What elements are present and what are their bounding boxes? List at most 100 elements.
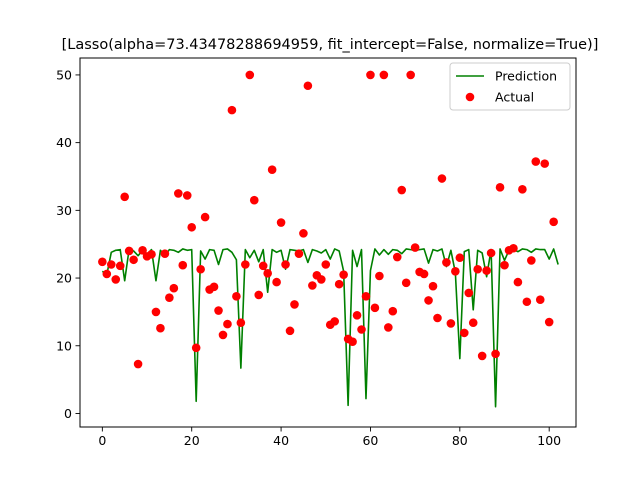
actual-point — [218, 330, 228, 340]
actual-point — [410, 243, 420, 252]
actual-point — [513, 277, 523, 287]
actual-point — [227, 105, 237, 115]
actual-point — [518, 185, 527, 194]
actual-point — [428, 281, 438, 291]
actual-point — [352, 310, 362, 320]
y-tick-label: 40 — [56, 135, 72, 150]
actual-point — [442, 258, 451, 267]
actual-point — [330, 317, 340, 326]
actual-point — [120, 192, 129, 202]
actual-point — [348, 337, 357, 346]
actual-point — [477, 351, 487, 361]
y-tick-label: 0 — [64, 406, 72, 421]
actual-point — [276, 218, 286, 227]
actual-point — [249, 195, 259, 205]
actual-point — [254, 290, 264, 300]
x-axis: 0 20 40 60 80 100 — [98, 427, 561, 448]
x-tick-label: 0 — [98, 433, 106, 448]
actual-point — [549, 217, 558, 227]
legend-box — [449, 62, 571, 111]
actual-point — [522, 297, 532, 307]
actual-point — [464, 288, 474, 298]
actual-point — [263, 269, 272, 278]
chart-marks — [98, 70, 559, 408]
actual-point — [540, 159, 550, 168]
actual-point — [392, 252, 402, 262]
y-tick-label: 20 — [56, 271, 72, 286]
actual-point — [486, 248, 496, 258]
legend-swatch-actual — [465, 92, 475, 102]
actual-point — [509, 243, 518, 253]
actual-point — [138, 245, 147, 255]
actual-point — [379, 70, 389, 80]
axes-frame — [79, 57, 577, 428]
actual-point — [473, 264, 482, 274]
x-tick-label: 80 — [452, 433, 468, 448]
actual-point — [160, 249, 170, 258]
y-tick-label: 50 — [56, 67, 72, 82]
actual-point — [267, 165, 277, 175]
actual-point — [178, 260, 188, 270]
actual-point — [491, 349, 500, 359]
actual-point — [156, 323, 165, 333]
actual-point — [196, 264, 205, 274]
chart-title: [Lasso(alpha=73.43478288694959, fit_inte… — [62, 37, 599, 53]
actual-point — [406, 70, 415, 80]
x-tick-label: 100 — [537, 433, 561, 448]
y-tick-label: 10 — [56, 338, 72, 353]
actual-point — [339, 270, 348, 279]
actual-point — [401, 278, 411, 288]
actual-point — [285, 326, 295, 336]
actual-point — [182, 191, 192, 200]
actual-point — [106, 260, 116, 269]
actual-point — [424, 296, 433, 305]
actual-point — [209, 282, 219, 292]
actual-point — [531, 157, 541, 166]
actual-point — [147, 250, 156, 259]
actual-point — [294, 249, 304, 258]
actual-point — [223, 319, 232, 329]
y-axis: 0 10 20 30 40 50 — [56, 67, 80, 421]
actual-point — [370, 303, 380, 313]
actual-point — [419, 269, 429, 279]
actual-point — [124, 246, 134, 256]
actual-point — [151, 307, 161, 317]
x-tick-label: 20 — [184, 433, 200, 448]
actual-point — [258, 261, 268, 271]
x-tick-label: 40 — [273, 433, 289, 448]
actual-point — [133, 359, 143, 369]
actual-point — [500, 260, 509, 270]
actual-point — [482, 266, 491, 275]
actual-point — [455, 253, 465, 263]
actual-point — [102, 269, 112, 279]
actual-point — [191, 343, 201, 353]
actual-point — [214, 306, 223, 315]
actual-point — [115, 261, 125, 271]
actual-point — [384, 323, 393, 332]
actual-point — [375, 271, 384, 281]
actual-point — [388, 306, 398, 316]
actual-point — [245, 70, 255, 80]
actual-point — [111, 275, 121, 284]
actual-point — [446, 319, 456, 328]
actual-point — [187, 222, 197, 232]
actual-point — [272, 277, 281, 287]
actual-point — [308, 281, 317, 290]
legend-label-prediction: Prediction — [495, 69, 557, 84]
actual-point — [468, 318, 478, 328]
actual-point — [174, 189, 183, 198]
actual-point — [334, 279, 344, 289]
actual-point — [299, 229, 308, 238]
actual-point — [366, 70, 375, 80]
actual-point — [129, 255, 138, 265]
actual-point — [241, 260, 250, 269]
actual-point — [495, 183, 505, 192]
actual-point — [544, 317, 554, 327]
actual-point — [317, 275, 326, 284]
actual-point — [527, 256, 536, 265]
actual-point — [281, 260, 290, 269]
actual-point — [290, 300, 299, 309]
legend-label-actual: Actual — [495, 90, 534, 105]
actual-point — [361, 292, 371, 301]
actual-point — [433, 313, 442, 323]
